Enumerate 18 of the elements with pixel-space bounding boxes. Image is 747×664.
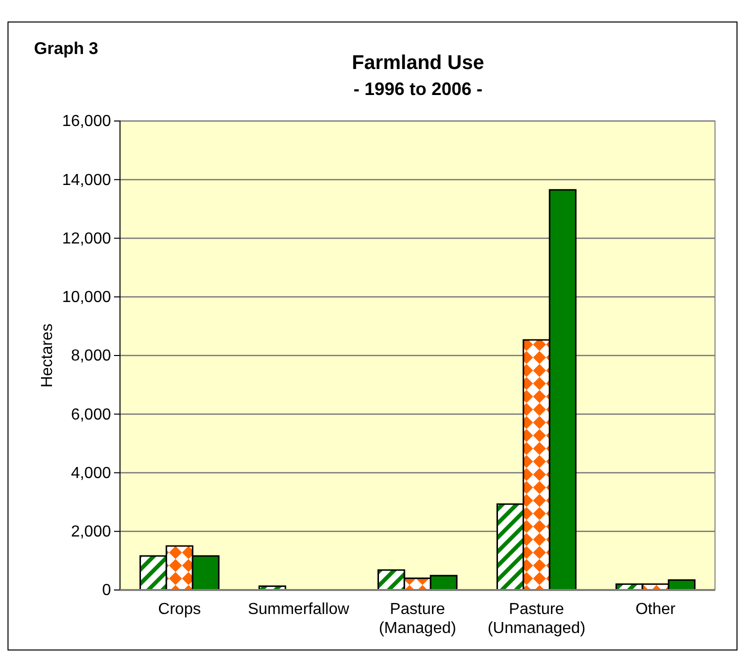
y-axis-title: Hectares [39, 323, 56, 388]
x-tick-label: Pasture (Managed) [378, 601, 456, 637]
chart-subtitle: - 1996 to 2006 - [353, 79, 483, 99]
y-tick-label: 10,000 [62, 288, 112, 306]
y-tick-label: 2,000 [70, 523, 112, 540]
chart-title: Farmland Use [352, 52, 484, 74]
y-tick-label: 4,000 [70, 464, 112, 482]
x-tick-label: Crops [158, 601, 201, 618]
y-tick-label: 16,000 [62, 113, 112, 130]
x-tick-label: Summerfallow [248, 601, 350, 618]
x-tick-label: Pasture (Unmanaged) [488, 601, 586, 637]
caption: Graph 3 [34, 39, 98, 58]
y-tick-label: 6,000 [70, 406, 112, 424]
y-tick-label: 0 [102, 582, 112, 600]
y-tick-label: 14,000 [62, 172, 112, 189]
y-tick-label: 12,000 [62, 230, 112, 248]
x-tick-label: Other [635, 601, 676, 618]
y-tick-label: 8,000 [70, 348, 112, 365]
